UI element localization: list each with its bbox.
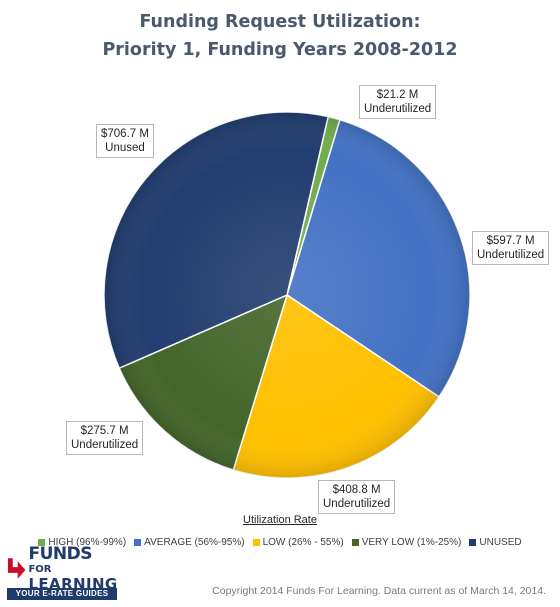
legend-label-unused: UNUSED [479, 537, 522, 548]
slice-label-average: $597.7 M Underutilized [472, 231, 550, 265]
legend-item-unused: UNUSED [469, 537, 522, 548]
legend-swatch-unused [469, 539, 477, 546]
slice-label-very-low-value: $275.7 M [80, 425, 129, 437]
legend-swatch-very-low [351, 539, 359, 546]
slice-label-low-text: Underutilized [323, 498, 391, 510]
chart-title: Funding Request Utilization: Priority 1,… [0, 8, 560, 64]
legend-swatch-low [252, 539, 260, 546]
logo-tagline: YOUR E-RATE GUIDES [7, 588, 117, 600]
chart-title-line-2: Priority 1, Funding Years 2008-2012 [102, 40, 458, 60]
slice-label-very-low-text: Underutilized [71, 439, 139, 451]
copyright-notice: Copyright 2014 Funds For Learning. Data … [212, 585, 546, 597]
slice-label-very-low: $275.7 M Underutilized [66, 421, 144, 455]
legend-swatch-average [134, 539, 142, 546]
slice-label-average-text: Underutilized [477, 249, 545, 261]
chart-title-line-1: Funding Request Utilization: [139, 12, 421, 32]
legend-item-average: AVERAGE (56%-95%) [134, 537, 245, 548]
legend-swatch-high [38, 539, 46, 546]
logo-arrow-icon [7, 557, 26, 579]
logo-word-funds: FUNDS [28, 544, 92, 564]
legend-label-average: AVERAGE (56%-95%) [144, 537, 245, 548]
legend: HIGH (96%-99%) AVERAGE (56%-95%) LOW (26… [0, 537, 560, 548]
slice-label-unused-text: Unused [105, 142, 145, 154]
slice-label-high-text: Underutilized [364, 103, 432, 115]
legend-title: Utilization Rate [243, 514, 317, 526]
legend-item-very-low: VERY LOW (1%-25%) [351, 537, 462, 548]
funds-for-learning-logo: FUNDS FOR LEARNING YOUR E-RATE GUIDES [5, 546, 118, 601]
legend-label-low: LOW (26% - 55%) [262, 537, 344, 548]
logo-words: FUNDS FOR LEARNING [28, 544, 118, 593]
slice-label-high-value: $21.2 M [376, 89, 419, 101]
legend-item-low: LOW (26% - 55%) [252, 537, 344, 548]
legend-item-high: HIGH (96%-99%) [38, 537, 126, 548]
slice-label-high: $21.2 M Underutilized [359, 85, 437, 119]
logo-line-1: FUNDS FOR [28, 544, 118, 577]
pie-shading [104, 112, 470, 478]
logo-word-learning: LEARNING [28, 575, 118, 593]
slice-label-low-value: $408.8 M [332, 484, 381, 496]
logo-wordmark: FUNDS FOR LEARNING [5, 546, 118, 592]
slice-label-low: $408.8 M Underutilized [318, 480, 396, 514]
logo-word-for: FOR [28, 564, 52, 575]
legend-label-very-low: VERY LOW (1%-25%) [361, 537, 462, 548]
slice-label-unused: $706.7 M Unused [96, 124, 154, 158]
slice-label-unused-value: $706.7 M [101, 128, 149, 140]
slice-label-average-value: $597.7 M [486, 235, 535, 247]
legend-label-high: HIGH (96%-99%) [48, 537, 127, 548]
